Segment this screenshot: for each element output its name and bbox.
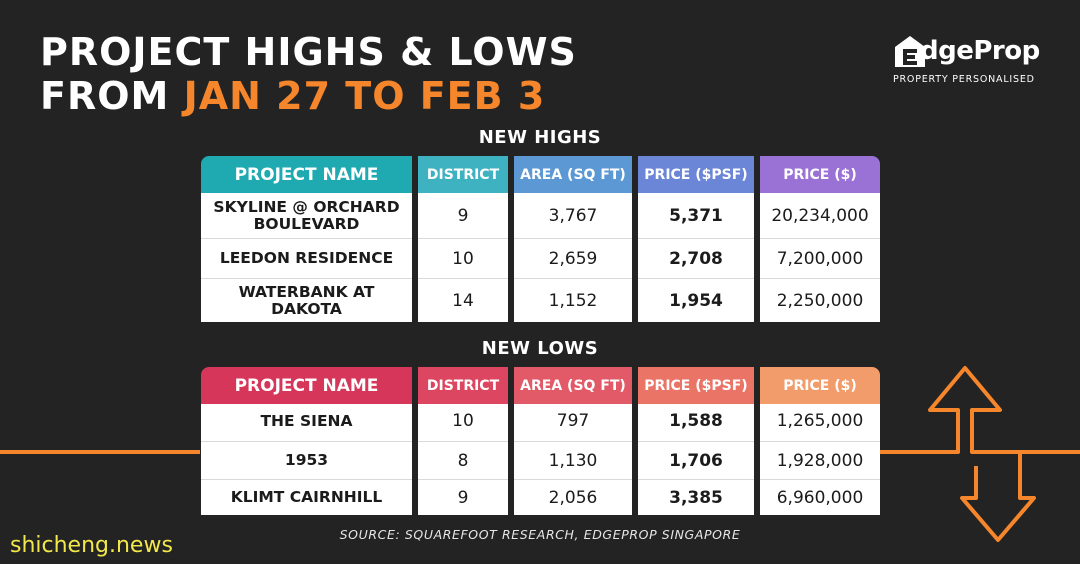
highs-column-district	[418, 186, 508, 322]
highs-header-price: PRICE ($)	[760, 156, 880, 193]
new-highs-title: NEW HIGHS	[478, 127, 602, 148]
lows-row-2-price-psf: 1,706	[638, 441, 754, 479]
edgeprop-house-icon	[895, 36, 925, 67]
lows-column-district	[418, 397, 508, 515]
title-line-1: PROJECT HIGHS & LOWS	[40, 30, 577, 74]
highs-column-price-psf	[638, 186, 754, 322]
lows-column-price	[760, 397, 880, 515]
highs-row-2-area: 2,659	[514, 238, 632, 278]
highs-column-project-name	[201, 186, 412, 322]
highs-header-area: AREA (SQ FT)	[514, 156, 632, 193]
highs-row-3-price: 2,250,000	[760, 278, 880, 322]
lows-row-2-area: 1,130	[514, 441, 632, 479]
highs-row-1-project-name: SKYLINE @ ORCHARD BOULEVARD	[213, 197, 400, 233]
lows-row-1-area: 797	[556, 411, 590, 431]
highs-row-2-project-name: LEEDON RESIDENCE	[201, 238, 412, 278]
highs-row-2-price-psf: 2,708	[638, 238, 754, 278]
title-line-2: FROM JAN 27 TO FEB 3	[40, 74, 577, 118]
title-date-range: JAN 27 TO FEB 3	[183, 74, 546, 118]
highs-row-1-district: 9	[457, 205, 469, 226]
highs-row-3-price-psf: 1,954	[638, 278, 754, 322]
highs-column-area	[514, 186, 632, 322]
watermark: shicheng.news	[10, 533, 173, 558]
highs-row-1-area: 3,767	[548, 205, 598, 226]
lows-row-1-price-psf: 1,588	[669, 411, 723, 431]
highs-row-3-area: 1,152	[514, 278, 632, 322]
highs-column-price	[760, 186, 880, 322]
lows-header-project-name: PROJECT NAME	[201, 367, 412, 404]
highs-row-3-district: 14	[418, 278, 508, 322]
logo-tagline: PROPERTY PERSONALISED	[893, 74, 1035, 85]
highs-row-2-district: 10	[418, 238, 508, 278]
highs-row-2-price: 7,200,000	[760, 238, 880, 278]
lows-header-area: AREA (SQ FT)	[514, 367, 632, 404]
lows-row-2-project-name: 1953	[201, 441, 412, 479]
highs-header-project-name: PROJECT NAME	[201, 156, 412, 193]
lows-row-1-price: 1,265,000	[776, 411, 864, 431]
logo-wordmark: dgeProp	[920, 36, 1040, 66]
source-note: SOURCE: SQUAREFOOT RESEARCH, EDGEPROP SI…	[339, 527, 741, 542]
title-line-2-prefix: FROM	[40, 74, 184, 118]
lows-header-district: DISTRICT	[418, 367, 508, 404]
lows-row-1-district: 10	[452, 411, 474, 431]
lows-column-project-name	[201, 397, 412, 515]
highs-row-3-project-name: WATERBANK AT DAKOTA	[201, 278, 412, 322]
lows-row-3-area: 2,056	[514, 479, 632, 515]
lows-column-area	[514, 397, 632, 515]
highs-row-1-price: 20,234,000	[771, 205, 869, 226]
lows-row-1-project-name: THE SIENA	[260, 411, 353, 430]
lows-row-2-price: 1,928,000	[760, 441, 880, 479]
highs-header-price-psf: PRICE ($PSF)	[638, 156, 754, 193]
new-lows-title: NEW LOWS	[481, 338, 599, 359]
page-title: PROJECT HIGHS & LOWS FROM JAN 27 TO FEB …	[40, 30, 577, 118]
highs-row-1-price-psf: 5,371	[669, 205, 723, 226]
lows-header-price: PRICE ($)	[760, 367, 880, 404]
lows-row-3-price-psf: 3,385	[638, 479, 754, 515]
lows-row-2-district: 8	[418, 441, 508, 479]
lows-row-3-district: 9	[418, 479, 508, 515]
lows-column-price-psf	[638, 397, 754, 515]
lows-row-3-project-name: KLIMT CAIRNHILL	[201, 479, 412, 515]
highs-header-district: DISTRICT	[418, 156, 508, 193]
lows-header-price-psf: PRICE ($PSF)	[638, 367, 754, 404]
lows-row-3-price: 6,960,000	[760, 479, 880, 515]
